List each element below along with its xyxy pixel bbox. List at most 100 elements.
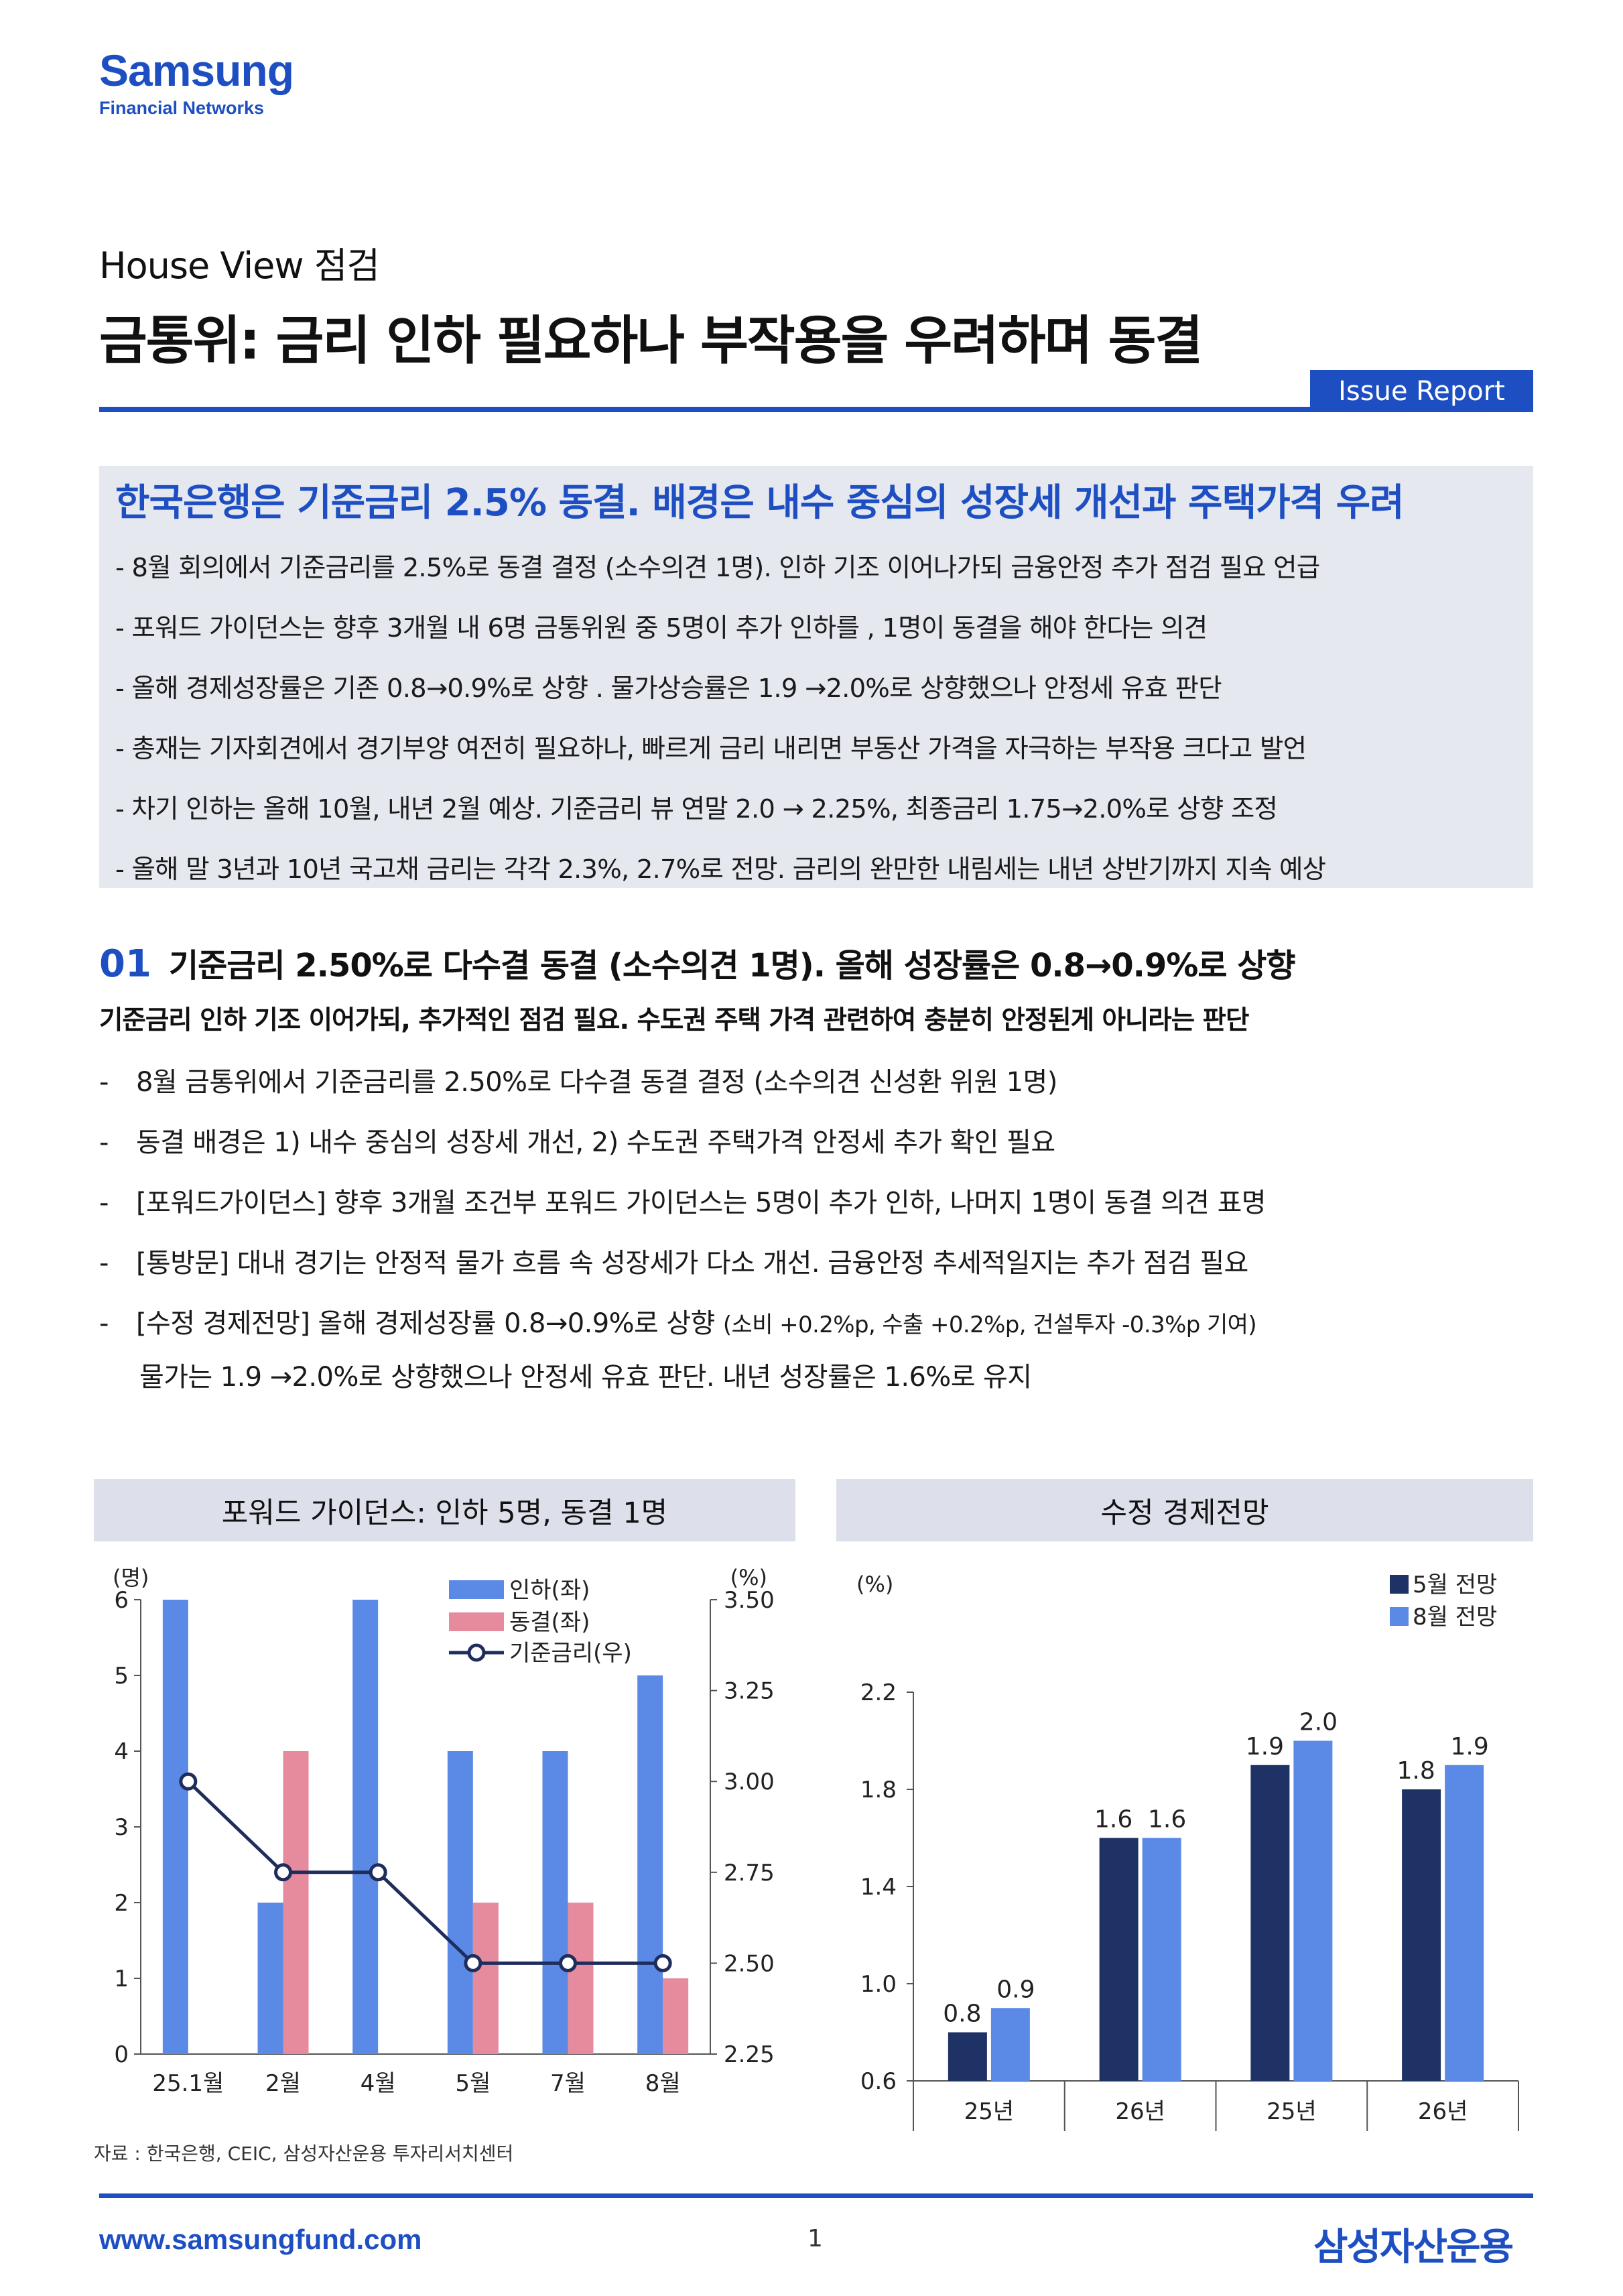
legend-swatch-may [1390, 1575, 1409, 1594]
bullet-dash: - [99, 1248, 109, 1279]
report-title: 금통위: 금리 인하 필요하나 부작용을 우려하며 동결 [99, 311, 1203, 371]
x-tick-label: 25.1월 [152, 2070, 224, 2097]
bar-cut [162, 1600, 188, 2054]
footer-divider [99, 2193, 1533, 2198]
body-item-text: 동결 배경은 1) 내수 중심의 성장세 개선, 2) 수도권 주택가격 안정세… [136, 1127, 1055, 1158]
body-continuation: 물가는 1.9 →2.0%로 상향했으나 안정세 유효 판단. 내년 성장률은 … [139, 1362, 1032, 1393]
left-tick-label: 3 [114, 1814, 129, 1841]
x-tick-label: 26년 [1418, 2098, 1468, 2125]
right-axis-label: (%) [730, 1565, 767, 1590]
bar-cut [257, 1903, 283, 2054]
body-item-text: [통방문] 대내 경기는 안정적 물가 흐름 속 성장세가 다소 개선. 금융안… [136, 1248, 1248, 1279]
point-base-rate [464, 1954, 482, 1972]
forward-guidance-chart-panel: 포워드 가이던스: 인하 5명, 동결 1명 (명) (%) 0 1 2 3 4 5 6 2.25… [94, 1479, 795, 2134]
point-base-rate [653, 1954, 672, 1972]
data-label-may: 1.8 [1397, 1757, 1435, 1785]
legend-swatch-aug [1390, 1607, 1409, 1626]
section-title: 01 기준금리 2.50%로 다수결 동결 (소수의견 1명). 올해 성장률은 … [99, 942, 1296, 986]
right-tick-label: 2.25 [724, 2041, 775, 2068]
x-tick-label: 4월 [361, 2070, 396, 2097]
y-tick-label: 0.6 [860, 2068, 897, 2095]
section-heading: 기준금리 2.50%로 다수결 동결 (소수의견 1명). 올해 성장률은 0.… [168, 947, 1296, 984]
title-divider [99, 407, 1533, 412]
bullet-dash: - [99, 1188, 109, 1218]
body-item: -8월 금통위에서 기준금리를 2.50%로 다수결 동결 결정 (소수의견 신… [99, 1052, 1266, 1112]
x-tick-label: 25년 [964, 2098, 1015, 2125]
body-item: - [통방문] 대내 경기는 안정적 물가 흐름 속 성장세가 다소 개선. 금융… [99, 1233, 1266, 1293]
summary-box: 한국은행은 기준금리 2.5% 동결. 배경은 내수 중심의 성장세 개선과 주… [99, 466, 1533, 888]
x-tick-label: 8월 [645, 2070, 681, 2097]
website-link[interactable]: www.samsungfund.com [99, 2224, 422, 2255]
chart-title: 포워드 가이던스: 인하 5명, 동결 1명 [94, 1479, 795, 1541]
y-tick-label: 2.2 [860, 1679, 897, 1706]
y-tick-label: 1.0 [860, 1971, 897, 1998]
bar-hold [663, 1978, 689, 2054]
legend-label-may: 5월 전망 [1413, 1572, 1497, 1598]
point-base-rate [274, 1863, 292, 1882]
x-tick-label: 5월 [455, 2070, 491, 2097]
legend-marker-rate [467, 1643, 486, 1662]
line-base-rate [187, 1780, 663, 1965]
legend-swatch-cut [449, 1580, 504, 1599]
bar-hold [568, 1903, 594, 2054]
economic-outlook-chart-panel: 수정 경제전망 (%)0.61.01.41.82.225년26년25년26년성장… [836, 1479, 1533, 2195]
bullet-dash: - [99, 1308, 109, 1339]
samsung-logo: Samsung Financial Networks [99, 48, 294, 117]
bar-aug-forecast [1142, 1838, 1181, 2081]
legend-label-rate: 기준금리(우) [509, 1640, 632, 1667]
source-note: 자료 : 한국은행, CEIC, 삼성자산운용 투자리서치센터 [94, 2143, 514, 2165]
left-tick-label: 4 [114, 1738, 129, 1765]
bar-may-forecast [948, 2032, 987, 2081]
data-label-aug: 1.6 [1148, 1806, 1186, 1834]
summary-item: - 포워드 가이던스는 향후 3개월 내 6명 금통위원 중 5명이 추가 인하… [115, 613, 1208, 643]
legend-label-aug: 8월 전망 [1413, 1604, 1497, 1631]
y-tick-label: 1.8 [860, 1777, 897, 1803]
section-number: 01 [99, 942, 151, 986]
bar-may-forecast [1250, 1765, 1290, 2081]
data-label-aug: 2.0 [1299, 1709, 1338, 1736]
issue-report-badge: Issue Report [1310, 370, 1533, 412]
left-tick-label: 6 [114, 1587, 129, 1614]
economic-outlook-chart: (%)0.61.01.41.82.225년26년25년26년성장물가0.80.9… [856, 1572, 1519, 2195]
body-item-text: [수정 경제전망] 올해 경제성장률 0.8→0.9%로 상향 [136, 1308, 715, 1339]
bar-cut [542, 1751, 568, 2054]
bar-may-forecast [1402, 1789, 1441, 2081]
summary-item: - 올해 말 3년과 10년 국고채 금리는 각각 2.3%, 2.7%로 전망… [115, 854, 1326, 885]
x-tick-label: 2월 [265, 2070, 301, 2097]
body-item: - [포워드가이던스] 향후 3개월 조건부 포워드 가이던스는 5명이 추가 인… [99, 1173, 1267, 1233]
forward-guidance-chart: (명) (%) 0 1 2 3 4 5 6 2.25 2.50 2.75 3.00 3.25 3.50 25.… [113, 1565, 775, 2097]
bar-hold [472, 1903, 499, 2054]
brand-logo: 삼성자산운용 [1313, 2226, 1514, 2269]
point-base-rate [179, 1772, 198, 1791]
right-tick-label: 2.50 [724, 1950, 775, 1977]
left-tick-label: 0 [114, 2041, 129, 2068]
summary-item: - 올해 경제성장률은 기존 0.8→0.9%로 상향 . 물가상승률은 1.9… [115, 674, 1222, 704]
bar-hold [283, 1751, 309, 2054]
bar-cut [352, 1600, 379, 2054]
summary-item: - 차기 인하는 올해 10월, 내년 2월 예상. 기준금리 뷰 연말 2.0… [115, 794, 1278, 824]
bullet-dash: - [99, 1127, 109, 1158]
chart-title: 수정 경제전망 [836, 1479, 1533, 1541]
bar-aug-forecast [1445, 1765, 1484, 2081]
y-axis-label: (%) [856, 1572, 893, 1597]
x-tick-label: 26년 [1115, 2098, 1165, 2125]
x-tick-label: 25년 [1267, 2098, 1317, 2125]
y-tick-label: 1.4 [860, 1874, 897, 1901]
summary-item: - 총재는 기자회견에서 경기부양 여전히 필요하나, 빠르게 금리 내리면 부… [115, 734, 1307, 764]
data-label-may: 1.6 [1094, 1806, 1132, 1834]
bar-cut [637, 1675, 663, 2054]
data-label-may: 0.8 [943, 2000, 981, 2028]
left-tick-label: 1 [114, 1966, 129, 1992]
body-item-note: (소비 +0.2%p, 수출 +0.2%p, 건설투자 -0.3%p 기여) [722, 1312, 1257, 1338]
bullet-dash: - [99, 1067, 109, 1098]
section-subtitle: 기준금리 인하 기조 이어가되, 추가적인 점검 필요. 수도권 주택 가격 관… [99, 1005, 1249, 1035]
right-tick-label: 2.75 [724, 1860, 775, 1887]
body-item: - [수정 경제전망] 올해 경제성장률 0.8→0.9%로 상향 (소비 +0.… [99, 1293, 1266, 1355]
summary-list: - 8월 회의에서 기준금리를 2.5%로 동결 결정 (소수의견 1명). 인… [115, 538, 1326, 900]
point-base-rate [369, 1863, 387, 1882]
right-tick-label: 3.00 [724, 1769, 775, 1795]
bar-aug-forecast [1293, 1740, 1333, 2081]
body-item: - 동결 배경은 1) 내수 중심의 성장세 개선, 2) 수도권 주택가격 안정… [99, 1112, 1266, 1173]
summary-item: - 8월 회의에서 기준금리를 2.5%로 동결 결정 (소수의견 1명). 인… [115, 553, 1320, 583]
bar-cut [447, 1751, 473, 2054]
